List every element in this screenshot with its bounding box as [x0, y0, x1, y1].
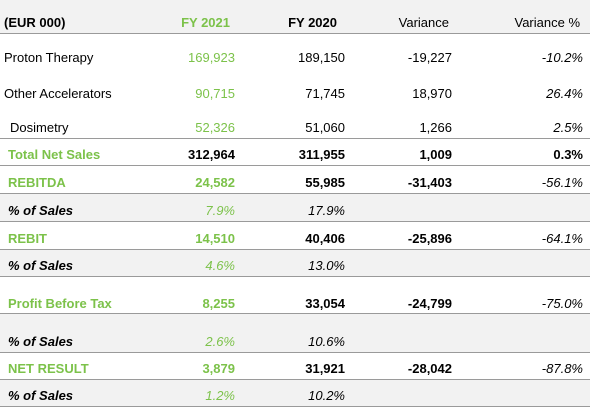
cell-fy2021: 3,879 — [202, 361, 235, 376]
cell-fy2021: 24,582 — [195, 175, 235, 190]
table-row: NET RESULT 3,879 31,921 -28,042 -87.8% — [0, 352, 590, 379]
row-label: % of Sales — [8, 258, 74, 273]
header-variance: Variance — [398, 15, 449, 30]
table-row-total: Total Net Sales 312,964 311,955 1,009 0.… — [0, 139, 590, 166]
cell-variance: 1,009 — [419, 147, 452, 162]
table-row: REBIT 14,510 40,406 -25,896 -64.1% — [0, 221, 590, 249]
cell-fy2021: 7.9% — [205, 203, 235, 218]
row-label: % of Sales — [8, 388, 74, 403]
cell-fy2021: 14,510 — [195, 231, 235, 246]
row-label: Total Net Sales — [8, 147, 101, 162]
cell-fy2020: 17.9% — [308, 203, 345, 218]
cell-variance-pct: -87.8% — [541, 361, 583, 376]
cell-fy2020: 40,406 — [305, 231, 345, 246]
cell-variance-pct: -75.0% — [541, 296, 583, 311]
cell-variance-pct: -64.1% — [541, 231, 583, 246]
table-row: Dosimetry 52,326 51,060 1,266 2.5% — [0, 104, 590, 139]
table-row-margin: % of Sales 2.6% 10.6% — [0, 313, 590, 352]
row-label: REBIT — [8, 231, 47, 246]
cell-fy2020: 10.2% — [308, 388, 345, 403]
row-label: NET RESULT — [8, 361, 89, 376]
header-fy2021: FY 2021 — [181, 15, 230, 30]
cell-fy2020: 31,921 — [305, 361, 345, 376]
table-row: REBITDA 24,582 55,985 -31,403 -56.1% — [0, 166, 590, 193]
row-label: Other Accelerators — [4, 86, 112, 101]
cell-fy2020: 51,060 — [305, 120, 345, 135]
cell-fy2020: 33,054 — [305, 296, 345, 311]
cell-fy2020: 189,150 — [298, 50, 345, 65]
cell-variance-pct: 2.5% — [553, 120, 583, 135]
cell-fy2021: 52,326 — [195, 120, 235, 135]
cell-variance: 1,266 — [419, 120, 452, 135]
cell-fy2021: 90,715 — [195, 86, 235, 101]
cell-fy2021: 1.2% — [205, 388, 235, 403]
cell-variance: 18,970 — [412, 86, 452, 101]
row-label: REBITDA — [8, 175, 66, 190]
cell-fy2020: 71,745 — [305, 86, 345, 101]
table-row-margin: % of Sales 1.2% 10.2% — [0, 379, 590, 407]
header-variance-pct: Variance % — [514, 15, 580, 30]
table-row: Proton Therapy 169,923 189,150 -19,227 -… — [0, 34, 590, 68]
cell-variance: -24,799 — [407, 296, 452, 311]
row-label: Dosimetry — [10, 120, 69, 135]
row-label: % of Sales — [8, 334, 74, 349]
header-currency-label: (EUR 000) — [4, 15, 66, 30]
table-row: Profit Before Tax 8,255 33,054 -24,799 -… — [0, 277, 590, 313]
cell-fy2020: 55,985 — [305, 175, 345, 190]
table-header-row: (EUR 000) FY 2021 FY 2020 Variance Varia… — [0, 0, 590, 34]
cell-fy2021: 4.6% — [205, 258, 235, 273]
cell-variance: -25,896 — [407, 231, 452, 246]
cell-variance: -28,042 — [407, 361, 452, 376]
table-row-margin: % of Sales 7.9% 17.9% — [0, 193, 590, 221]
row-label: Proton Therapy — [4, 50, 94, 65]
cell-variance: -31,403 — [407, 175, 452, 190]
cell-fy2020: 10.6% — [308, 334, 345, 349]
cell-fy2021: 2.6% — [205, 334, 235, 349]
cell-fy2021: 8,255 — [202, 296, 235, 311]
table-row: Other Accelerators 90,715 71,745 18,970 … — [0, 68, 590, 104]
table-row-margin: % of Sales 4.6% 13.0% — [0, 249, 590, 277]
cell-variance-pct: -56.1% — [541, 175, 583, 190]
cell-fy2021: 169,923 — [188, 50, 235, 65]
cell-variance-pct: 26.4% — [546, 86, 583, 101]
cell-fy2020: 13.0% — [308, 258, 345, 273]
cell-fy2021: 312,964 — [188, 147, 235, 162]
header-fy2020: FY 2020 — [288, 15, 337, 30]
cell-fy2020: 311,955 — [298, 147, 345, 162]
cell-variance-pct: 0.3% — [553, 147, 583, 162]
cell-variance-pct: -10.2% — [541, 50, 583, 65]
cell-variance: -19,227 — [407, 50, 452, 65]
row-label: % of Sales — [8, 203, 74, 218]
row-label: Profit Before Tax — [8, 296, 112, 311]
